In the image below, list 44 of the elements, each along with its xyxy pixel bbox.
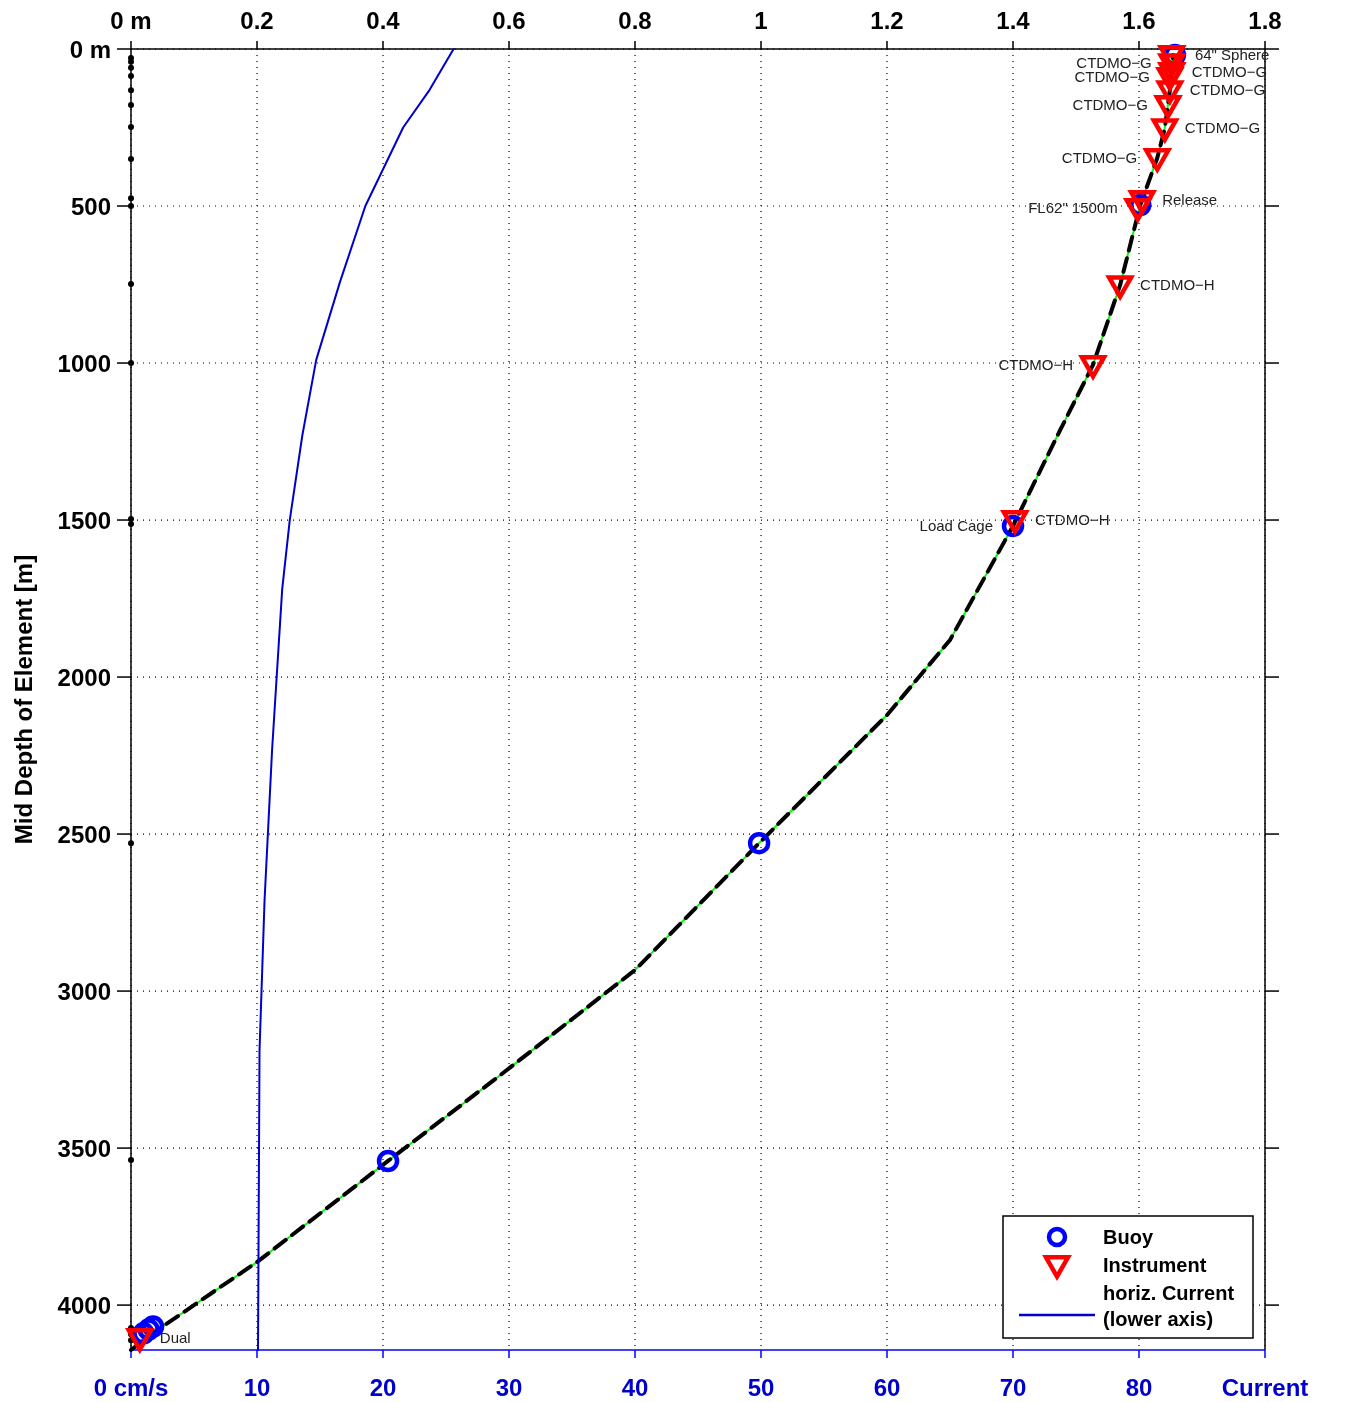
- y-tick-label: 0 m: [69, 35, 111, 63]
- annotation: CTDMO−G: [1184, 119, 1261, 137]
- x-tick-label: 10: [243, 1374, 271, 1401]
- annotation: Load Cage: [919, 517, 993, 535]
- annotation: FL62" 1500m: [1028, 199, 1118, 217]
- legend-label: Buoy: [1103, 1226, 1154, 1249]
- x2-tick-label: 0.6: [492, 7, 526, 34]
- x-tick-label: 40: [621, 1374, 649, 1401]
- y-axis-title: Mid Depth of Element [m]: [10, 554, 37, 845]
- y-tick-label: 1000: [57, 349, 111, 377]
- annotation: CTDMO−H: [1034, 511, 1110, 529]
- annotation: Dual: [159, 1329, 191, 1347]
- x2-tick-label: 0 m: [110, 7, 152, 34]
- y-tick-label: 4000: [57, 1291, 111, 1319]
- legend-label: Instrument: [1103, 1254, 1207, 1277]
- x2-tick-label: 1: [754, 7, 768, 34]
- x2-tick-label: 1.4: [996, 7, 1031, 34]
- y-tick-label: 500: [70, 192, 111, 220]
- annotation: CTDMO−G: [1072, 96, 1148, 114]
- annotation: CTDMO−H: [1140, 276, 1215, 294]
- annotation: Release: [1162, 191, 1218, 209]
- y-tick-label: 1500: [57, 506, 111, 534]
- y-tick-label: 3500: [57, 1134, 111, 1162]
- y-tick-label: 3000: [57, 977, 111, 1005]
- annotation: CTDMO−H: [998, 356, 1074, 374]
- annotation: CTDMO−G: [1189, 81, 1266, 99]
- x-tick-label: 20: [369, 1374, 397, 1401]
- x2-tick-label: 1.8: [1248, 7, 1282, 34]
- x2-tick-label: 0.2: [240, 7, 274, 34]
- y-tick-label: 2000: [57, 663, 111, 691]
- x-tick-label: 30: [495, 1374, 523, 1401]
- legend-label: horiz. Current (lower axis): [1103, 1282, 1235, 1331]
- x-tick-label: 50: [747, 1374, 775, 1401]
- annotation: CTDMO−G: [1061, 149, 1138, 167]
- x2-tick-label: 1.2: [870, 7, 904, 34]
- x2-tick-label: 0.8: [618, 7, 652, 34]
- x-tick-label: 80: [1125, 1374, 1153, 1401]
- x-tick-label: Current: [1221, 1374, 1309, 1401]
- x-tick-label: 60: [873, 1374, 901, 1401]
- x2-tick-label: 0.4: [366, 7, 401, 34]
- x-tick-label: 0 cm/s: [93, 1374, 169, 1401]
- x2-tick-label: 1.6: [1122, 7, 1156, 34]
- x-tick-label: 70: [999, 1374, 1027, 1401]
- y-tick-label: 2500: [57, 820, 111, 848]
